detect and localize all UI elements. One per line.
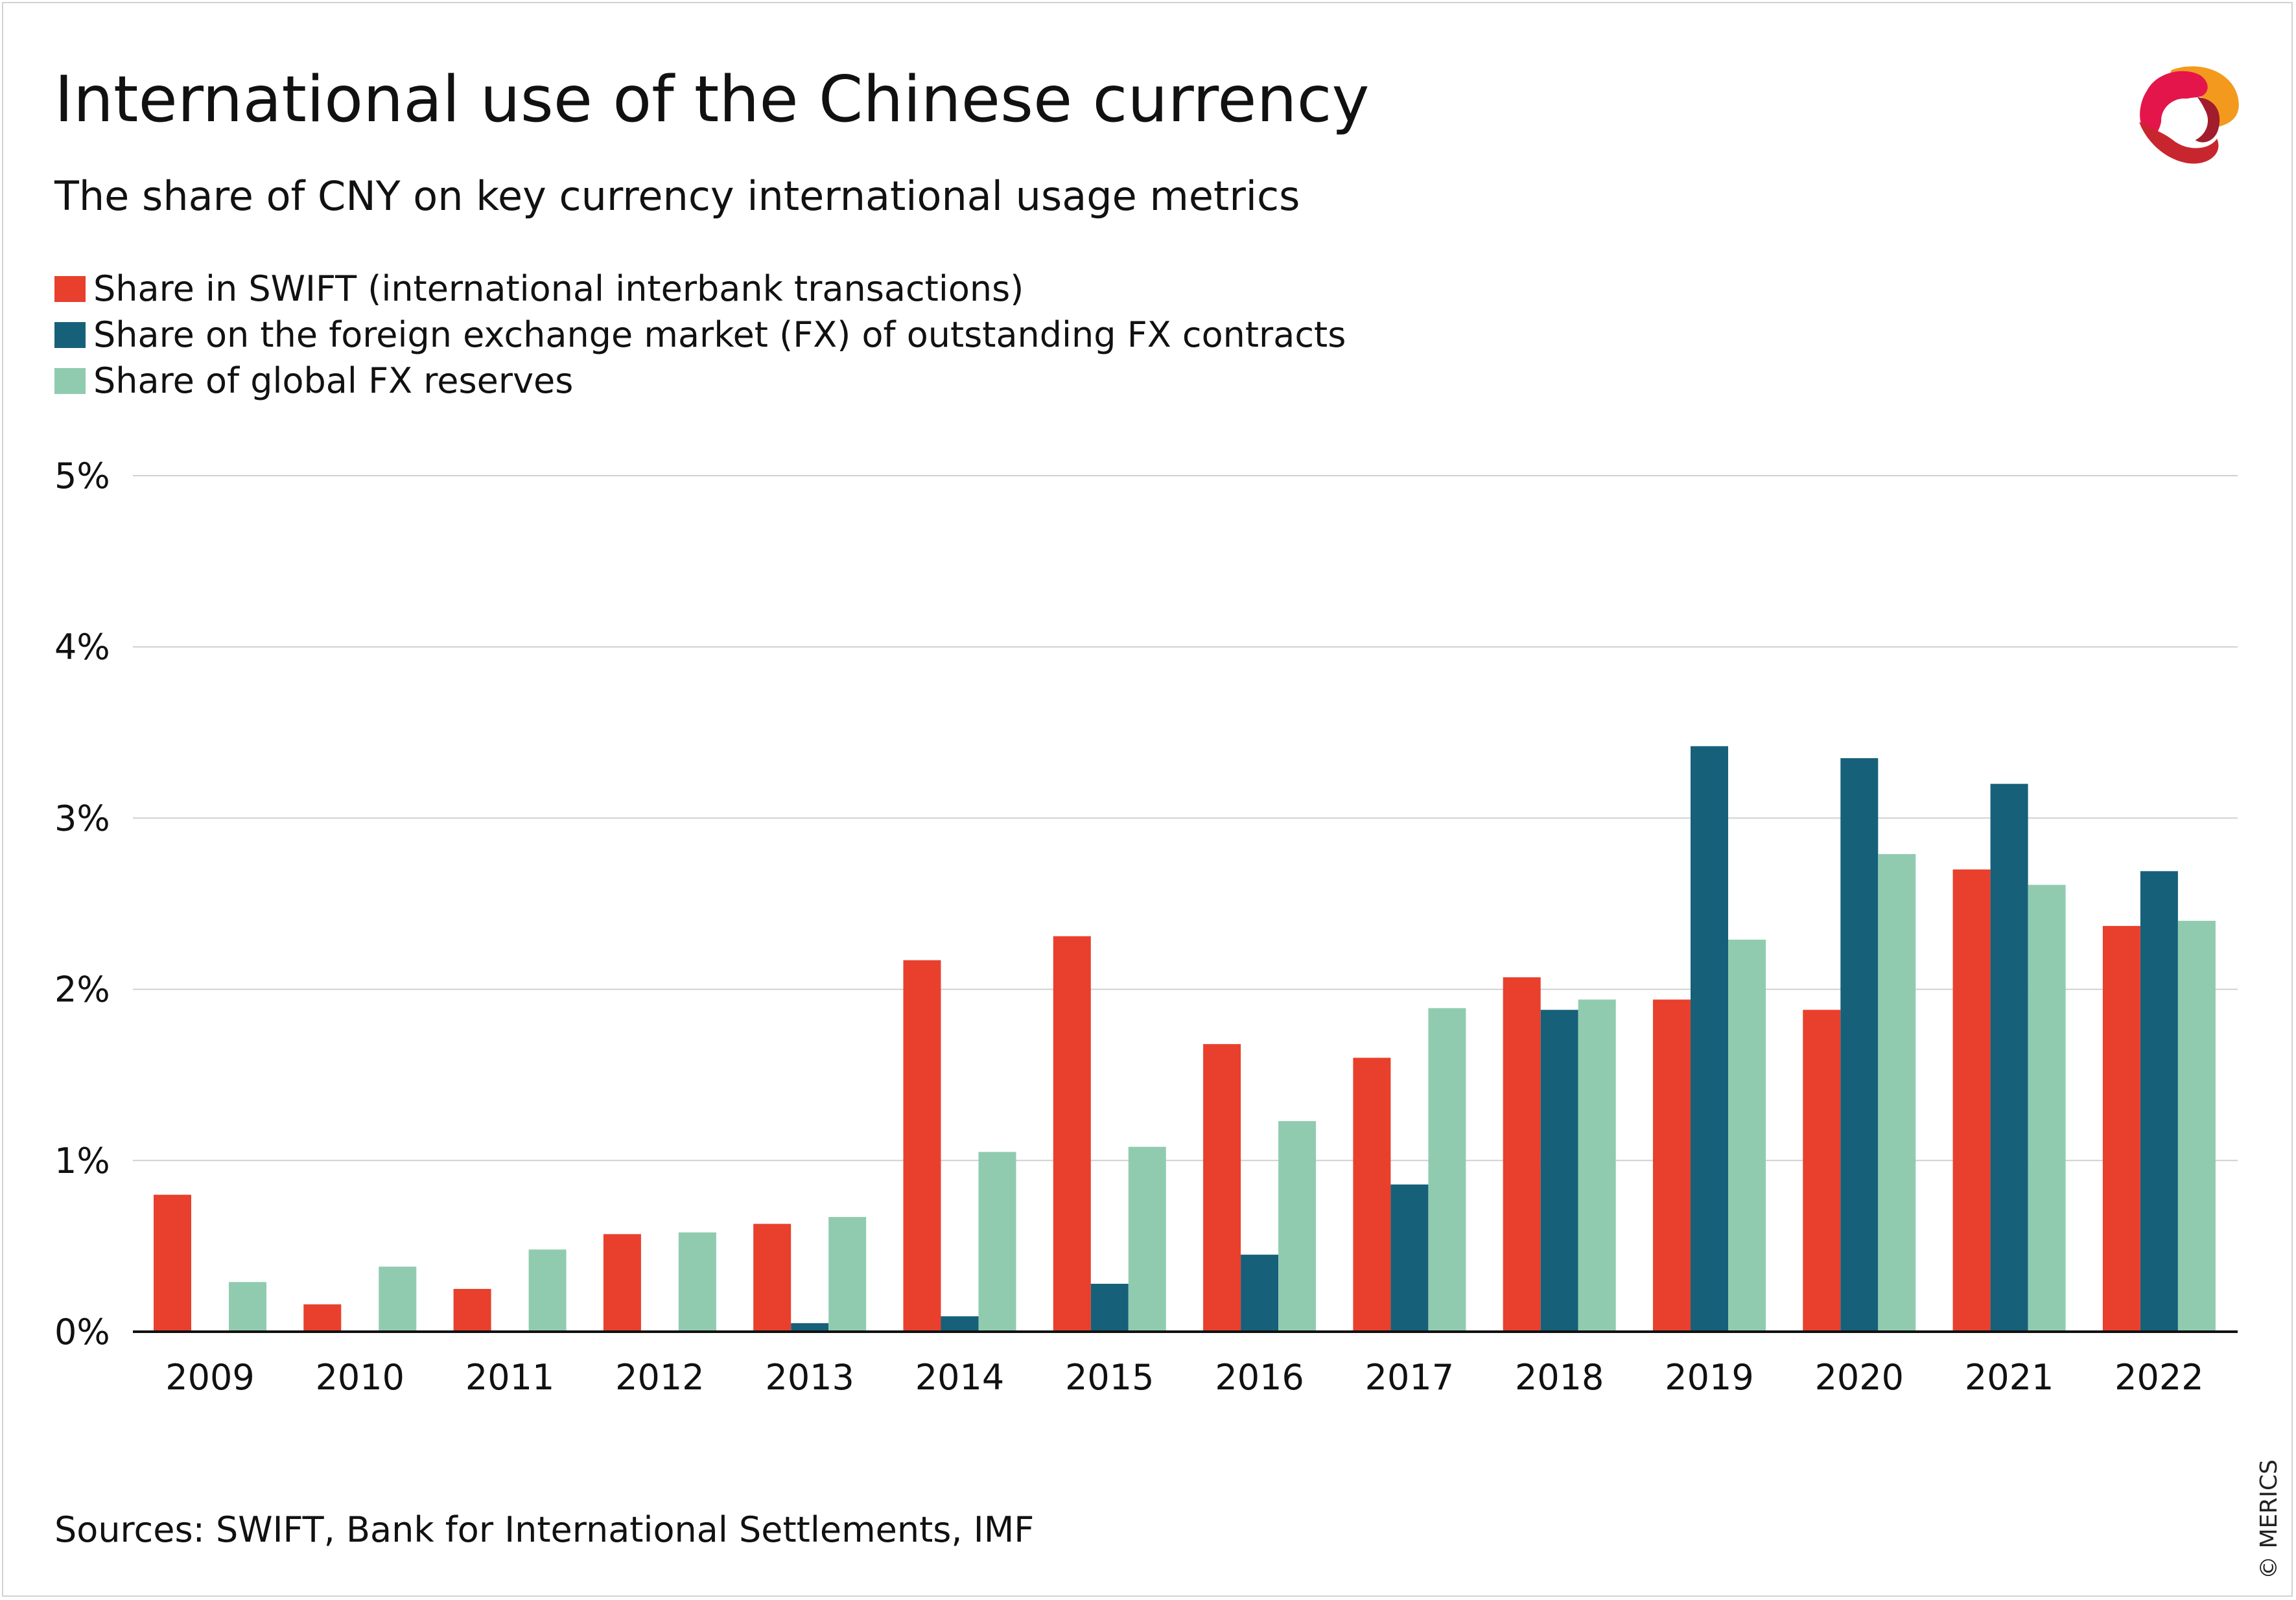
bar-fx-market	[1990, 783, 2028, 1332]
legend-swatch-reserves	[54, 367, 86, 394]
legend-label-fx-market: Share on the foreign exchange market (FX…	[93, 314, 1346, 355]
bar-swift	[1353, 1058, 1391, 1332]
bar-swift	[154, 1194, 191, 1332]
y-tick-label: 4%	[54, 627, 110, 667]
y-tick-label: 5%	[54, 456, 110, 496]
x-tick-label: 2020	[1815, 1357, 1904, 1398]
x-tick-label: 2012	[615, 1357, 704, 1398]
bar-fx-market	[1691, 746, 1728, 1332]
bar-swift	[1803, 1010, 1841, 1332]
chart-subtitle: The share of CNY on key currency interna…	[54, 172, 1300, 220]
legend-label-reserves: Share of global FX reserves	[93, 360, 574, 401]
source-note: Sources: SWIFT, Bank for International S…	[54, 1509, 1035, 1550]
merics-logo-icon	[2139, 66, 2239, 164]
y-tick-label: 2%	[54, 969, 110, 1010]
bar-swift	[1503, 977, 1541, 1332]
bar-fx-market	[941, 1316, 979, 1332]
bar-reserves	[229, 1282, 266, 1332]
y-tick-label: 1%	[54, 1141, 110, 1181]
bar-reserves	[1428, 1008, 1466, 1332]
legend-item-swift: Share in SWIFT (international interbank …	[54, 266, 1346, 312]
x-tick-label: 2017	[1365, 1357, 1454, 1398]
legend-item-reserves: Share of global FX reserves	[54, 358, 1346, 404]
bar-swift	[603, 1234, 641, 1332]
x-tick-label: 2013	[765, 1357, 854, 1398]
bar-fx-market	[1241, 1255, 1279, 1332]
bar-fx-market	[1540, 1010, 1578, 1332]
bar-reserves	[1128, 1146, 1166, 1332]
x-tick-label: 2016	[1215, 1357, 1304, 1398]
bar-fx-market	[1840, 758, 1879, 1332]
legend: Share in SWIFT (international interbank …	[54, 266, 1346, 404]
x-tick-label: 2018	[1515, 1357, 1604, 1398]
copyright-note: © MERICS	[2256, 1459, 2282, 1579]
bar-reserves	[828, 1216, 867, 1332]
bar-reserves	[678, 1232, 716, 1332]
bar-fx-market	[791, 1323, 829, 1332]
y-tick-label: 0%	[54, 1312, 110, 1352]
bar-swift	[1653, 999, 1691, 1332]
bar-reserves	[1578, 999, 1616, 1332]
x-tick-label: 2010	[316, 1357, 404, 1398]
bar-fx-market	[2140, 871, 2178, 1332]
bar-reserves	[379, 1266, 417, 1332]
bar-swift	[903, 960, 941, 1332]
bar-swift	[453, 1288, 491, 1332]
x-tick-label: 2015	[1065, 1357, 1154, 1398]
bar-reserves	[1728, 939, 1766, 1332]
x-tick-label: 2022	[2114, 1357, 2203, 1398]
x-tick-label: 2011	[465, 1357, 554, 1398]
x-tick-label: 2014	[915, 1357, 1004, 1398]
bar-reserves	[528, 1249, 567, 1332]
bar-fx-market	[1090, 1284, 1129, 1332]
bar-swift	[303, 1304, 342, 1332]
bar-swift	[753, 1223, 791, 1332]
bar-fx-market	[1390, 1184, 1429, 1332]
bar-reserves	[2177, 920, 2216, 1332]
x-tick-label: 2019	[1665, 1357, 1753, 1398]
bar-reserves	[1878, 853, 1916, 1332]
legend-swatch-swift	[54, 275, 86, 302]
x-tick-label: 2009	[165, 1357, 254, 1398]
bar-swift	[2102, 925, 2140, 1332]
bar-swift	[1053, 936, 1091, 1332]
legend-swatch-fx-market	[54, 321, 86, 348]
bar-reserves	[2028, 885, 2066, 1332]
bar-swift	[1203, 1044, 1241, 1332]
bar-swift	[1952, 869, 1991, 1332]
bar-reserves	[1278, 1121, 1317, 1332]
bar-reserves	[978, 1152, 1016, 1332]
legend-item-fx-market: Share on the foreign exchange market (FX…	[54, 312, 1346, 358]
legend-label-swift: Share in SWIFT (international interbank …	[93, 268, 1024, 309]
x-tick-label: 2021	[1965, 1357, 2054, 1398]
chart-title: International use of the Chinese currenc…	[54, 63, 1370, 137]
y-tick-label: 3%	[54, 798, 110, 839]
